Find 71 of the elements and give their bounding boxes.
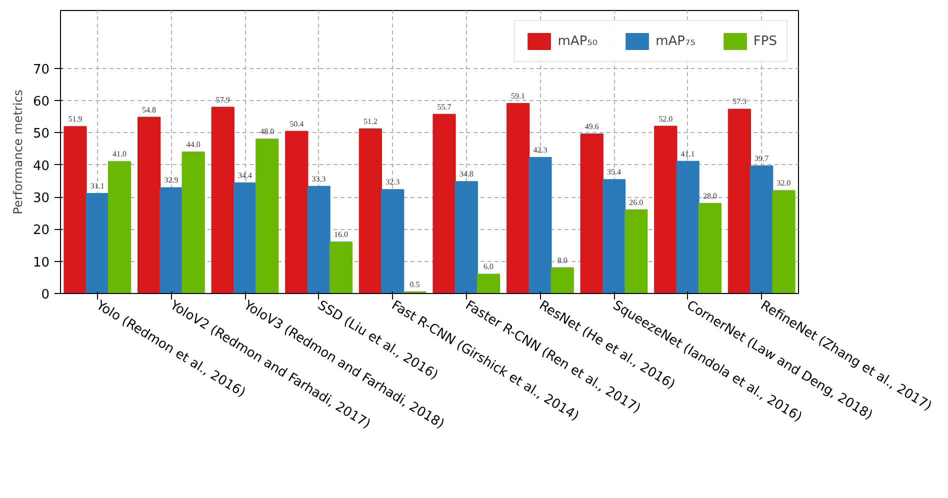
data-label: 26.0 — [629, 198, 644, 207]
bar — [550, 267, 574, 294]
bar — [580, 133, 604, 294]
bar — [137, 116, 161, 294]
bar — [654, 126, 678, 294]
data-label: 44.0 — [186, 140, 200, 149]
bar — [432, 114, 456, 294]
data-label: 35.4 — [607, 168, 621, 177]
data-label: 32.0 — [776, 178, 791, 188]
data-label: 41.1 — [680, 149, 695, 158]
data-label: 8.0 — [557, 256, 568, 265]
y-tick-label: 30 — [32, 191, 50, 206]
data-label: 31.1 — [90, 181, 104, 190]
data-label: 16.0 — [334, 230, 348, 240]
y-tick-label: 10 — [32, 255, 50, 270]
bar — [528, 156, 552, 294]
bar — [64, 126, 87, 294]
bar — [329, 242, 353, 294]
y-axis-title: Performance metrics — [10, 90, 25, 214]
data-label: 54.8 — [142, 105, 156, 114]
y-tick-label: 70 — [32, 62, 50, 78]
bar — [676, 160, 700, 294]
bar — [381, 189, 404, 294]
bar — [624, 209, 648, 294]
data-label: 33.3 — [312, 174, 326, 184]
y-tick-label: 20 — [32, 223, 50, 238]
data-label: 59.1 — [511, 91, 526, 100]
data-label: 50.4 — [290, 119, 304, 128]
legend-label: FPS — [753, 34, 777, 48]
data-label: 49.6 — [584, 122, 599, 131]
data-label: 34.4 — [238, 170, 252, 180]
bar — [285, 130, 308, 294]
y-tick-label: 40 — [32, 158, 50, 174]
data-label: 48.0 — [260, 127, 274, 136]
bar — [750, 165, 774, 294]
bar — [358, 128, 382, 294]
data-label: 42.3 — [533, 145, 548, 154]
data-label: 52.0 — [658, 114, 673, 124]
bar — [772, 190, 796, 294]
bar — [182, 152, 205, 294]
bar — [454, 181, 478, 294]
bar — [476, 274, 500, 294]
y-tick-label: 60 — [32, 94, 50, 110]
bar — [506, 102, 530, 294]
data-label: 28.0 — [702, 191, 717, 200]
bar — [602, 179, 626, 294]
bar — [211, 106, 234, 294]
data-label: 57.9 — [216, 95, 230, 104]
bar — [160, 187, 183, 294]
data-label: 57.3 — [732, 97, 746, 106]
data-label: 6.0 — [484, 262, 494, 272]
y-tick-label: 50 — [32, 126, 50, 142]
y-tick-label: 0 — [41, 288, 50, 302]
data-label: 0.5 — [410, 280, 420, 289]
data-label: 51.9 — [68, 114, 82, 124]
legend-label: mAP₅₀ — [558, 34, 598, 48]
data-label: 55.7 — [437, 102, 452, 112]
bar — [307, 186, 330, 294]
bar — [233, 182, 257, 294]
bar — [108, 161, 132, 294]
data-label: 51.2 — [363, 116, 378, 126]
data-label: 32.3 — [386, 178, 400, 187]
data-label: 39.7 — [754, 154, 769, 163]
bar — [256, 138, 279, 294]
data-label: 32.9 — [164, 176, 178, 185]
bar — [728, 108, 752, 294]
data-label: 41.0 — [112, 150, 127, 159]
bar — [86, 192, 109, 294]
data-label: 34.8 — [459, 170, 474, 179]
legend-label: mAP₇₅ — [656, 34, 696, 48]
bar — [698, 202, 722, 294]
